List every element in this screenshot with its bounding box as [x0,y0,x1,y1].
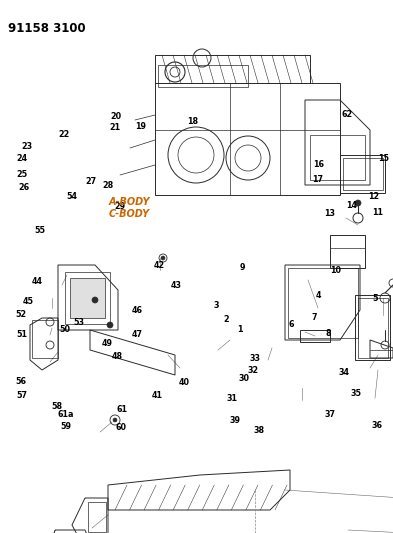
Text: 32: 32 [248,366,259,375]
Text: 42: 42 [154,261,165,270]
Text: 59: 59 [61,422,72,431]
Text: 33: 33 [249,354,260,362]
Text: 44: 44 [32,277,43,286]
Text: 61a: 61a [58,410,74,419]
Bar [155,55,310,83]
Circle shape [113,418,117,422]
Text: 15: 15 [378,155,389,163]
Text: 40: 40 [178,378,189,387]
Circle shape [355,200,361,206]
Text: 14: 14 [346,201,357,209]
Text: 43: 43 [171,281,182,289]
Text: 27: 27 [86,177,97,185]
Text: 5: 5 [373,294,378,303]
Bar [310,135,365,180]
Text: 30: 30 [238,374,249,383]
Text: 51: 51 [16,330,27,339]
Text: 91158 3100: 91158 3100 [8,22,86,35]
Text: 45: 45 [23,297,34,305]
Text: 22: 22 [59,130,70,139]
Circle shape [92,297,98,303]
Text: 46: 46 [131,306,142,314]
Text: 23: 23 [21,142,32,151]
Bar [343,158,383,190]
Circle shape [107,322,113,328]
Text: 54: 54 [66,192,77,200]
Text: 24: 24 [16,155,27,163]
Bar [70,278,105,318]
Text: 28: 28 [103,181,114,190]
Text: 41: 41 [152,391,163,400]
Text: 35: 35 [350,389,361,398]
Text: 10: 10 [331,266,342,275]
Text: 11: 11 [372,208,383,216]
Text: 34: 34 [338,368,349,376]
Text: 6: 6 [288,320,294,328]
Text: 4: 4 [316,292,321,300]
Text: 21: 21 [110,124,121,132]
Circle shape [161,256,165,260]
Text: 62: 62 [341,110,352,119]
Text: 60: 60 [116,423,127,432]
Text: 3: 3 [213,301,219,310]
Text: 26: 26 [18,183,29,192]
Text: 29: 29 [114,203,125,211]
Text: 49: 49 [101,340,112,348]
Bar [340,155,385,193]
Text: 1: 1 [237,325,242,334]
Bar [300,330,330,342]
Text: 8: 8 [325,329,331,337]
Bar [65,272,110,324]
Bar [158,65,248,87]
Text: 13: 13 [325,209,336,217]
Bar [288,268,358,338]
Text: 9: 9 [240,263,246,272]
Text: 18: 18 [187,117,198,126]
Text: 25: 25 [16,171,27,179]
Text: 16: 16 [313,160,324,168]
Bar [358,298,388,358]
Text: 52: 52 [15,310,26,319]
Text: 2: 2 [223,316,229,324]
Bar [88,502,106,532]
Text: 55: 55 [35,226,46,235]
Text: 12: 12 [368,192,379,200]
Text: 53: 53 [73,318,84,327]
Text: 56: 56 [15,377,26,385]
Text: 19: 19 [135,123,146,131]
Text: 37: 37 [325,410,336,419]
Text: 48: 48 [112,352,123,360]
Bar [32,320,58,358]
Text: 17: 17 [312,175,323,183]
Text: A-BODY
C-BODY: A-BODY C-BODY [109,197,151,219]
Text: 38: 38 [254,426,265,435]
Text: 47: 47 [132,330,143,339]
Text: 7: 7 [312,313,317,321]
Text: 20: 20 [110,112,121,120]
Text: 57: 57 [16,391,27,400]
Text: 50: 50 [59,325,70,334]
Text: 58: 58 [51,402,62,410]
Text: 61: 61 [116,405,127,414]
Text: 36: 36 [372,421,383,430]
Text: 39: 39 [230,416,241,424]
Text: 31: 31 [226,394,237,403]
